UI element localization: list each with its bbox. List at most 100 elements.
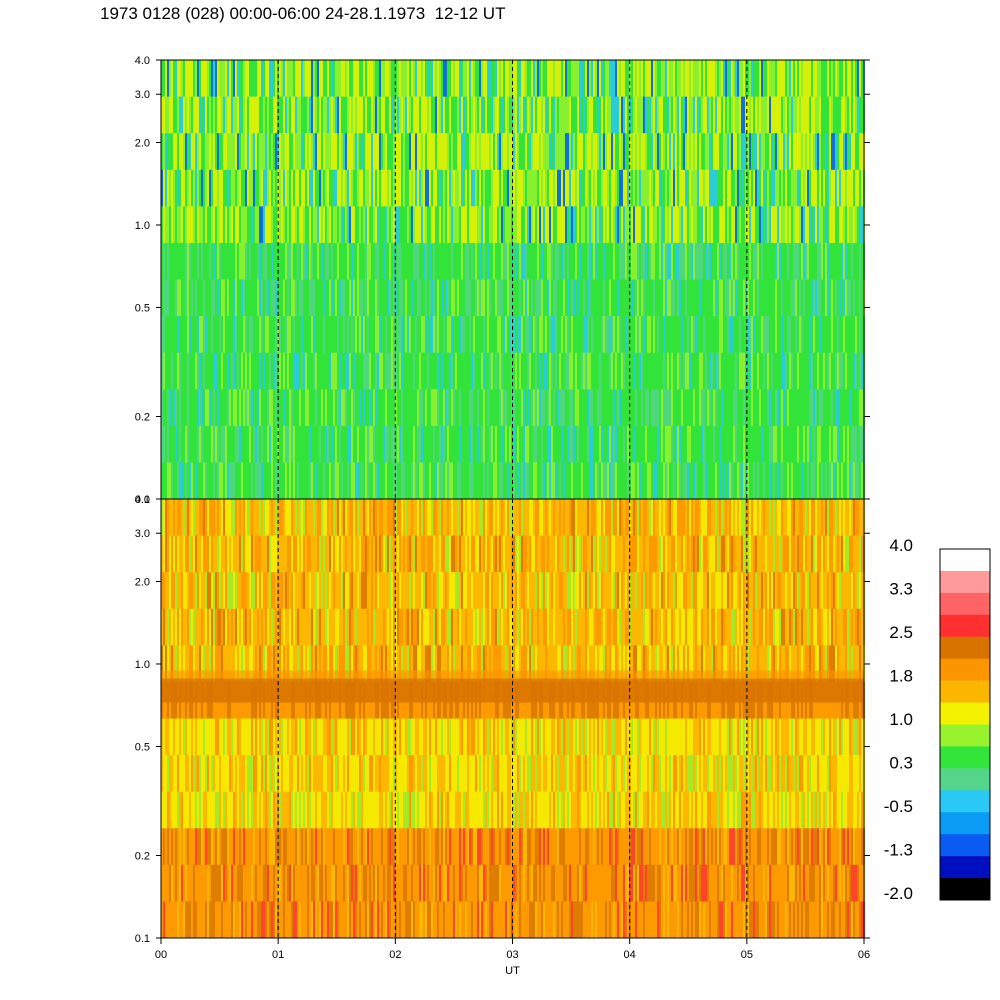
spectrogram-cell <box>427 279 429 317</box>
spectrogram-cell <box>549 425 551 463</box>
spectrogram-cell <box>283 828 285 866</box>
spectrogram-cell <box>325 206 327 244</box>
spectrogram-cell <box>367 352 369 390</box>
spectrogram-cell <box>473 389 475 427</box>
spectrogram-cell <box>279 60 281 98</box>
spectrogram-cell <box>519 60 521 98</box>
spectrogram-cell <box>283 645 285 683</box>
spectrogram-cell <box>643 133 645 171</box>
spectrogram-cell <box>481 242 483 280</box>
spectrogram-cell <box>539 242 541 280</box>
spectrogram-cell <box>661 60 663 98</box>
spectrogram-cell <box>575 169 577 207</box>
spectrogram-cell <box>207 316 209 354</box>
spectrogram-cell <box>459 352 461 390</box>
spectrogram-cell <box>329 96 331 134</box>
spectrogram-cell <box>745 279 747 317</box>
spectrogram-cell <box>217 864 219 902</box>
spectrogram-cell <box>337 279 339 317</box>
spectrogram-cell <box>457 316 459 354</box>
spectrogram-cell <box>381 96 383 134</box>
spectrogram-cell <box>377 389 379 427</box>
spectrogram-cell <box>625 462 627 500</box>
spectrogram-cell <box>699 133 701 171</box>
spectrogram-cell <box>355 242 357 280</box>
spectrogram-cell <box>583 169 585 207</box>
spectrogram-cell <box>799 352 801 390</box>
spectrogram-cell <box>361 206 363 244</box>
spectrogram-cell <box>281 352 283 390</box>
spectrogram-cell <box>335 96 337 134</box>
spectrogram-cell <box>751 279 753 317</box>
spectrogram-cell <box>413 206 415 244</box>
spectrogram-cell <box>203 169 205 207</box>
spectrogram-cell <box>827 60 829 98</box>
spectrogram-cell <box>485 242 487 280</box>
spectrogram-cell <box>825 60 827 98</box>
spectrogram-cell <box>341 133 343 171</box>
spectrogram-cell <box>207 755 209 793</box>
spectrogram-cell <box>285 316 287 354</box>
spectrogram-cell <box>579 425 581 463</box>
spectrogram-cell <box>563 425 565 463</box>
spectrogram-cell <box>651 206 653 244</box>
spectrogram-cell <box>161 645 163 683</box>
spectrogram-cell <box>635 279 637 317</box>
spectrogram-cell <box>369 425 371 463</box>
spectrogram-cell <box>485 279 487 317</box>
spectrogram-cell <box>237 864 239 902</box>
spectrogram-cell <box>711 462 713 500</box>
spectrogram-cell <box>615 425 617 463</box>
spectrogram-cell <box>847 60 849 98</box>
spectrogram-cell <box>755 425 757 463</box>
spectrogram-cell <box>503 389 505 427</box>
spectrogram-cell <box>489 462 491 500</box>
spectrogram-cell <box>275 718 277 756</box>
spectrogram-cell <box>667 133 669 171</box>
spectrogram-cell <box>259 572 261 610</box>
spectrogram-cell <box>517 352 519 390</box>
spectrogram-cell <box>683 242 685 280</box>
spectrogram-cell <box>437 316 439 354</box>
spectrogram-cell <box>849 352 851 390</box>
spectrogram-cell <box>247 96 249 134</box>
spectrogram-cell <box>169 206 171 244</box>
spectrogram-cell <box>403 206 405 244</box>
spectrogram-cell <box>573 242 575 280</box>
spectrogram-cell <box>551 242 553 280</box>
spectrogram-cell <box>451 96 453 134</box>
spectrogram-cell <box>771 425 773 463</box>
spectrogram-cell <box>491 242 493 280</box>
spectrogram-cell <box>445 169 447 207</box>
spectrogram-cell <box>753 206 755 244</box>
spectrogram-cell <box>641 60 643 98</box>
spectrogram-cell <box>811 352 813 390</box>
spectrogram-cell <box>239 645 241 683</box>
spectrogram-cell <box>231 425 233 463</box>
spectrogram-cell <box>405 462 407 500</box>
spectrogram-cell <box>207 389 209 427</box>
spectrogram-cell <box>817 96 819 134</box>
spectrogram-cell <box>839 169 841 207</box>
spectrogram-cell <box>299 242 301 280</box>
spectrogram-cell <box>283 462 285 500</box>
spectrogram-cell <box>271 133 273 171</box>
spectrogram-cell <box>713 206 715 244</box>
spectrogram-cell <box>401 389 403 427</box>
spectrogram-cell <box>167 389 169 427</box>
spectrogram-cell <box>211 572 213 610</box>
spectrogram-cell <box>663 316 665 354</box>
spectrogram-cell <box>715 96 717 134</box>
spectrogram-cell <box>679 316 681 354</box>
spectrogram-cell <box>343 352 345 390</box>
spectrogram-cell <box>201 206 203 244</box>
spectrogram-cell <box>195 316 197 354</box>
spectrogram-cell <box>649 96 651 134</box>
spectrogram-cell <box>237 755 239 793</box>
spectrogram-cell <box>189 462 191 500</box>
spectrogram-cell <box>681 279 683 317</box>
spectrogram-cell <box>341 206 343 244</box>
spectrogram-cell <box>261 645 263 683</box>
spectrogram-cell <box>345 206 347 244</box>
spectrogram-cell <box>403 425 405 463</box>
